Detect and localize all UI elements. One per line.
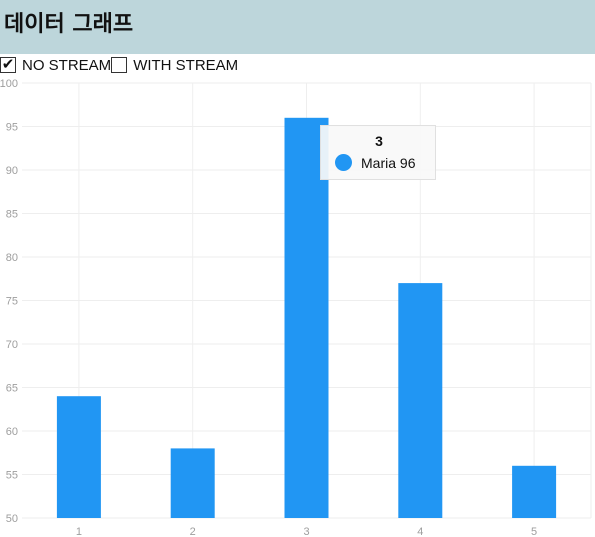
y-tick-label: 70	[6, 339, 18, 351]
tooltip-value-label: Maria 96	[361, 155, 415, 171]
y-tick-label: 65	[6, 383, 18, 395]
y-tick-label: 55	[6, 470, 18, 482]
x-tick-label: 5	[531, 526, 537, 537]
bar	[170, 448, 215, 518]
bar	[284, 117, 329, 519]
y-tick-label: 100	[0, 78, 18, 90]
with-stream-label: WITH STREAM	[133, 56, 239, 74]
y-tick-label: 95	[6, 122, 18, 134]
x-tick-label: 2	[190, 526, 196, 537]
page-title: 데이터 그래프	[4, 12, 134, 37]
y-tick-label: 50	[6, 513, 18, 525]
y-tick-label: 75	[6, 296, 18, 308]
x-tick-label: 3	[303, 526, 309, 537]
chart-tooltip: 3 Maria 96	[320, 125, 436, 180]
y-tick-label: 85	[6, 209, 18, 221]
bar-chart: 50 55 60 65 70 75 80 85 90 95 100 1 2 3 4 5	[0, 78, 592, 537]
with-stream-checkbox[interactable]	[111, 57, 128, 73]
with-stream-option[interactable]: WITH STREAM	[111, 57, 238, 74]
no-stream-label: NO STREAM	[22, 56, 112, 74]
app-header: 데이터 그래프	[0, 0, 595, 54]
no-stream-checkbox[interactable]: ✔	[0, 56, 16, 73]
bar	[398, 283, 443, 518]
y-tick-label: 60	[6, 426, 18, 438]
bar	[512, 465, 557, 518]
tooltip-series-name: Maria	[361, 155, 397, 171]
bar	[56, 396, 101, 518]
y-tick-label: 90	[6, 165, 18, 177]
no-stream-option[interactable]: ✔ NO STREAM	[0, 57, 111, 74]
y-tick-label: 80	[6, 252, 18, 264]
stream-toolbar: ✔ NO STREAM WITH STREAM	[0, 55, 595, 75]
tooltip-series-dot-icon	[335, 154, 352, 171]
tooltip-value: 96	[399, 155, 416, 171]
x-tick-label: 1	[76, 526, 82, 537]
x-tick-label: 4	[417, 526, 423, 537]
tooltip-title: 3	[375, 133, 383, 149]
